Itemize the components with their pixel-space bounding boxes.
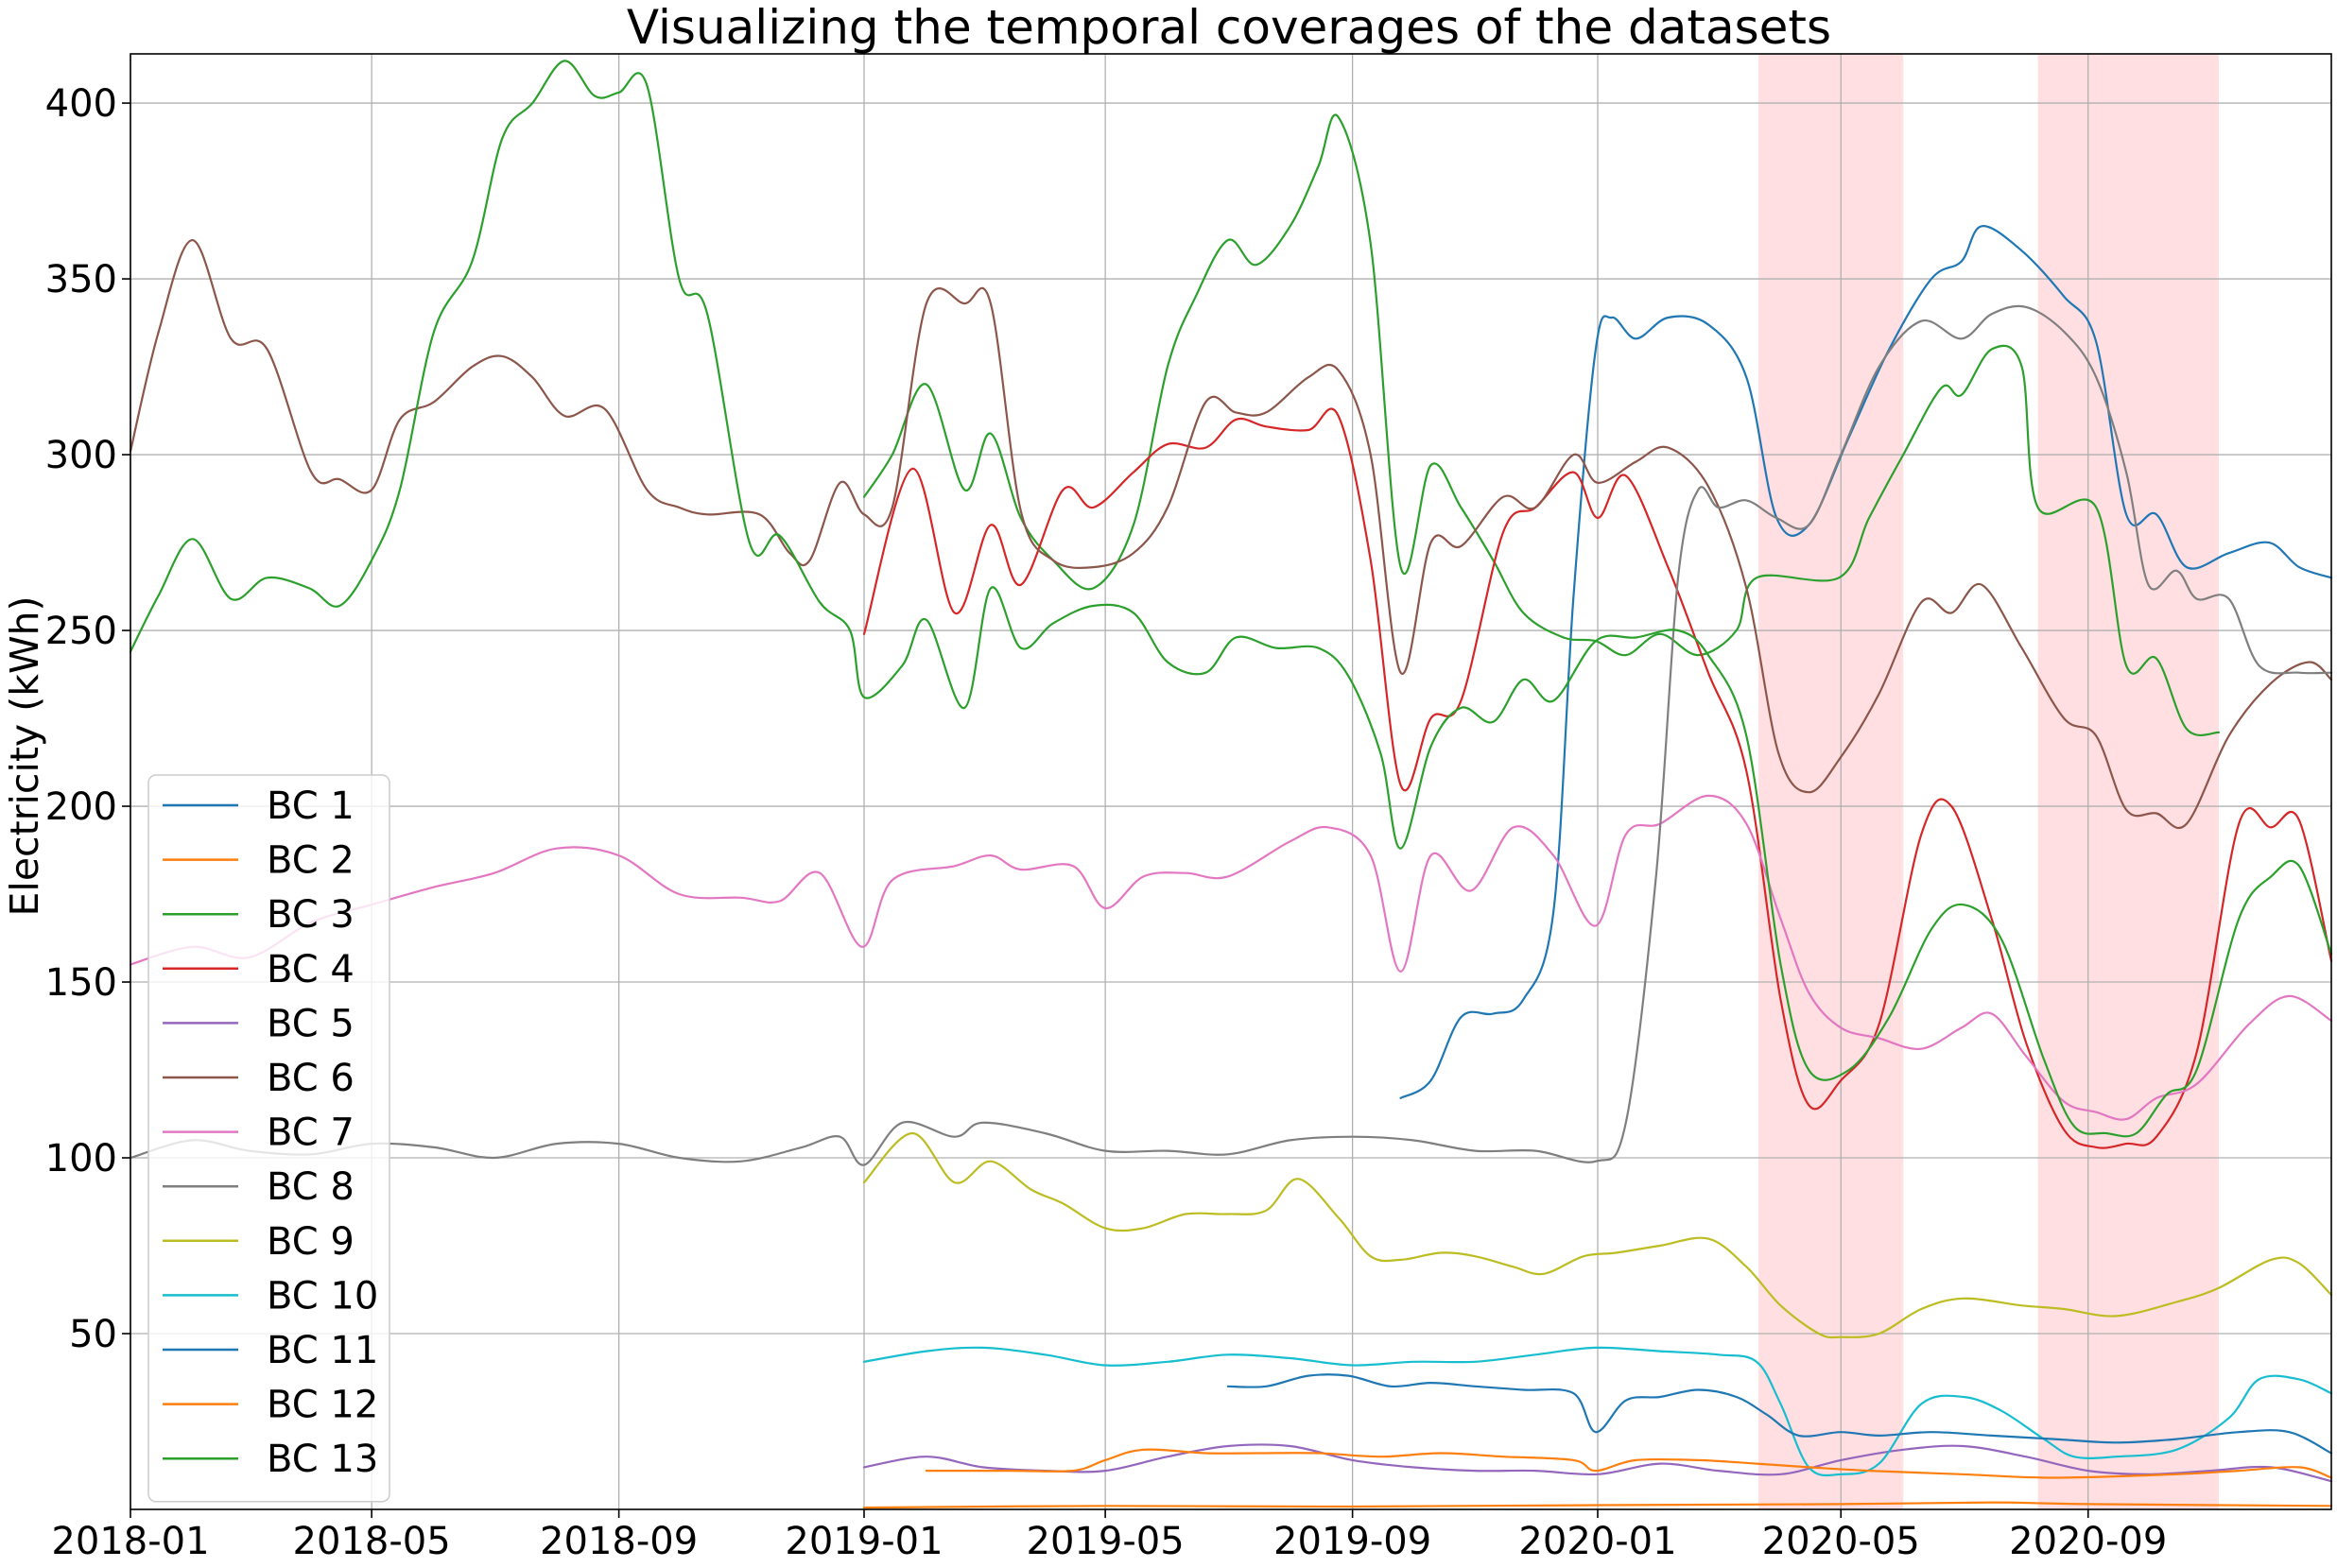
legend-label-bc-7: BC 7 xyxy=(267,1111,355,1155)
legend: BC 1 BC 2 BC 3 BC 4 BC 5 BC 6 BC 7 BC 8 BC 9 BC 1… xyxy=(147,774,390,1503)
x-tick-label: 2018-05 xyxy=(293,1520,451,1563)
x-tick-label: 2020-05 xyxy=(1762,1520,1920,1563)
y-tick-label: 300 xyxy=(45,434,117,477)
x-tick-label: 2020-01 xyxy=(1518,1520,1676,1563)
legend-label-bc-9: BC 9 xyxy=(267,1220,355,1264)
series-line-bc-5 xyxy=(862,1443,2333,1483)
series-line-bc-10 xyxy=(862,1346,2333,1477)
chart-title: Visualizing the temporal coverages of th… xyxy=(627,0,1831,55)
legend-label-bc-13: BC 13 xyxy=(267,1438,378,1481)
grid xyxy=(130,54,2331,1509)
y-tick-label: 250 xyxy=(45,610,117,653)
legend-label-bc-4: BC 4 xyxy=(267,948,355,991)
y-tick-label: 100 xyxy=(45,1137,117,1180)
y-tick-label: 200 xyxy=(45,785,117,829)
axis-ticks: 2018-01 2018-05 2018-09 2019-01 2019-05 2019-… xyxy=(45,82,2168,1563)
plot-frame xyxy=(130,53,2332,1510)
y-tick-label: 400 xyxy=(45,82,117,126)
y-tick-label: 350 xyxy=(45,258,117,302)
y-tick-label: 150 xyxy=(45,961,117,1005)
legend-label-bc-1: BC 1 xyxy=(267,784,355,828)
series-line-bc-6 xyxy=(129,239,2333,830)
legend-label-bc-2: BC 2 xyxy=(267,839,355,883)
series-line-bc-7 xyxy=(129,794,2333,1121)
shaded-periods xyxy=(1758,54,2219,1509)
x-tick-label: 2019-05 xyxy=(1027,1520,1185,1563)
legend-label-bc-11: BC 11 xyxy=(267,1329,378,1372)
legend-box xyxy=(147,774,390,1503)
series-line-bc-4 xyxy=(862,407,2333,1149)
legend-label-bc-5: BC 5 xyxy=(267,1002,355,1045)
x-tick-label: 2019-01 xyxy=(785,1520,943,1563)
x-tick-label: 2020-09 xyxy=(2009,1520,2167,1563)
x-tick-label: 2018-09 xyxy=(540,1520,698,1563)
x-tick-label: 2018-01 xyxy=(51,1520,209,1563)
legend-label-bc-10: BC 10 xyxy=(267,1274,378,1318)
y-axis-label: Electricity (kWh) xyxy=(2,596,47,917)
series-lines xyxy=(129,60,2333,1509)
shaded-period-1 xyxy=(1758,54,1904,1509)
series-line-bc-9 xyxy=(862,1131,2333,1339)
legend-label-bc-12: BC 12 xyxy=(267,1384,378,1427)
y-tick-label: 50 xyxy=(69,1313,117,1356)
series-line-bc-3 xyxy=(862,113,2220,737)
series-line-bc-2 xyxy=(862,1501,2333,1509)
series-line-bc-13 xyxy=(129,60,2333,1138)
series-line-bc-12 xyxy=(925,1448,2333,1479)
legend-label-bc-3: BC 3 xyxy=(267,893,355,937)
legend-label-bc-6: BC 6 xyxy=(267,1057,355,1100)
series-line-bc-8 xyxy=(129,304,2333,1166)
legend-label-bc-8: BC 8 xyxy=(267,1165,355,1209)
series-line-bc-11 xyxy=(1226,1373,2333,1455)
shaded-period-2 xyxy=(2037,54,2219,1509)
x-tick-label: 2019-09 xyxy=(1273,1520,1431,1563)
